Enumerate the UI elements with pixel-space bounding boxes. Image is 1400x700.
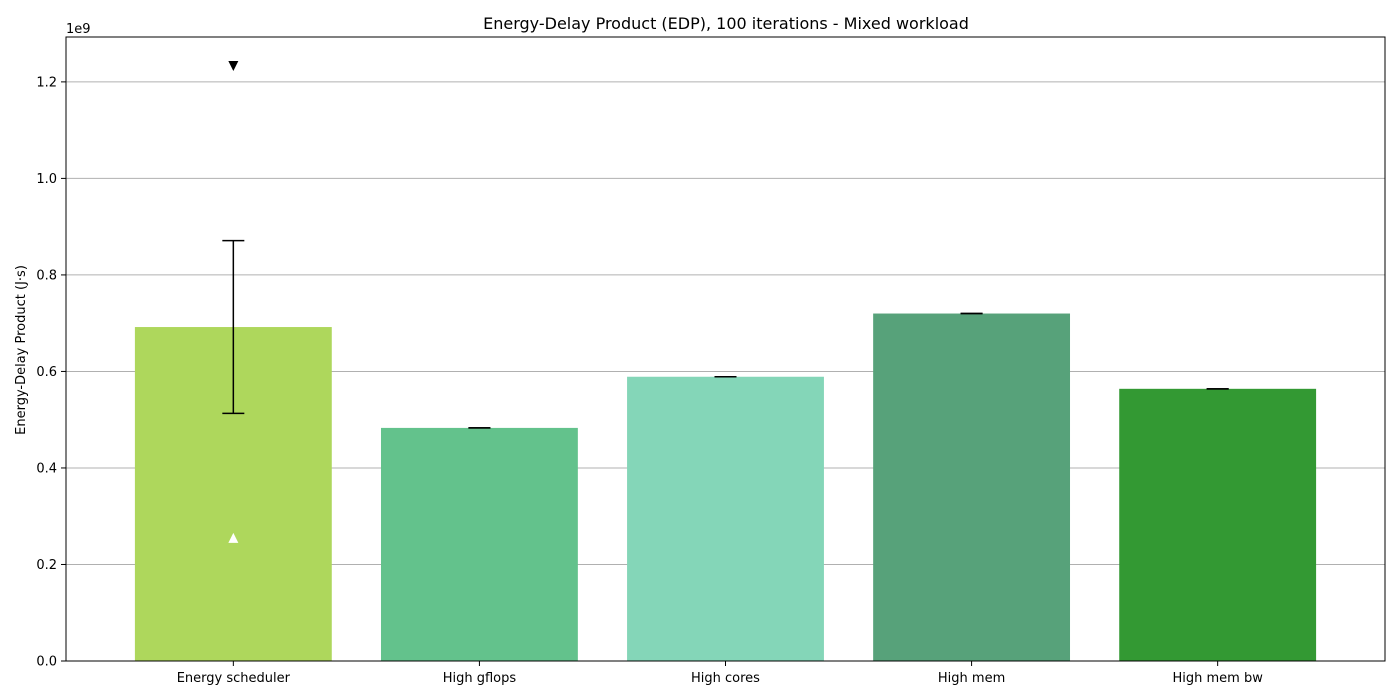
marker-triangle-down-0 — [228, 60, 239, 71]
y-ticks: 0.0 0.2 0.4 0.6 0.8 1.0 1.2 — [36, 75, 66, 670]
y-tick-label-2: 0.4 — [36, 461, 57, 476]
y-tick-label-6: 1.2 — [36, 75, 57, 90]
chart-title: Energy-Delay Product (EDP), 100 iteratio… — [483, 14, 969, 33]
x-tick-label-4: High mem bw — [1172, 671, 1263, 686]
y-tick-label-5: 1.0 — [36, 172, 57, 187]
y-tick-label-3: 0.6 — [36, 365, 57, 380]
bars — [134, 313, 1317, 661]
x-tick-label-3: High mem — [938, 671, 1005, 686]
y-tick-label-4: 0.8 — [36, 268, 57, 283]
bar-1 — [380, 427, 578, 661]
markers — [228, 60, 239, 543]
y-axis-label: Energy-Delay Product (J·s) — [14, 265, 29, 435]
bar-4 — [1119, 388, 1317, 661]
marker-triangle-up-1 — [228, 532, 239, 543]
x-tick-label-2: High cores — [691, 671, 760, 686]
bar-3 — [873, 313, 1071, 661]
y-tick-label-1: 0.2 — [36, 558, 57, 573]
bar-2 — [627, 376, 824, 661]
x-tick-label-1: High gflops — [443, 671, 517, 686]
y-axis-offset-label: 1e9 — [66, 22, 91, 37]
x-ticks: Energy scheduler High gflops High cores Hig… — [177, 661, 1263, 686]
error-bars — [222, 239, 1229, 429]
y-tick-label-0: 0.0 — [36, 655, 57, 670]
x-tick-label-0: Energy scheduler — [177, 671, 291, 686]
